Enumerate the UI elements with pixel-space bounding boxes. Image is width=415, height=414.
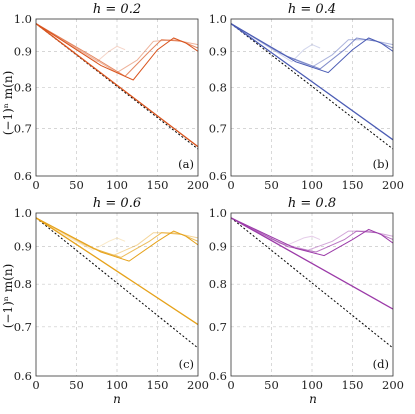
- revival-curve-2: [36, 23, 198, 74]
- plot-area: [231, 217, 393, 349]
- reference-line: [231, 217, 393, 349]
- plot-area: [36, 217, 198, 349]
- revival-curve-2: [231, 217, 393, 251]
- x-tick-label: 150: [147, 178, 169, 192]
- x-tick-label: 0: [227, 378, 234, 392]
- x-tick-label: 150: [147, 378, 169, 392]
- y-tick-label: 0.6: [209, 169, 227, 183]
- y-tick-label: 0.9: [14, 240, 32, 254]
- panel-label: (b): [373, 157, 389, 171]
- axes-frame: [35, 212, 199, 377]
- main-decay-line: [231, 23, 393, 141]
- y-tick-label: 0.8: [14, 81, 32, 95]
- x-tick-label: 0: [227, 178, 234, 192]
- x-tick-label: 100: [301, 378, 323, 392]
- x-tick-label: 150: [342, 378, 364, 392]
- panel-label: (c): [179, 357, 194, 371]
- y-tick-label: 0.8: [14, 277, 32, 291]
- plot-area: [36, 23, 198, 150]
- panel-b: 0 50 100 150 200 0.6 0.7 0.8 0.9 1.0 h = 0.4 (b): [209, 2, 404, 192]
- axes-frame: [230, 212, 394, 377]
- y-tick-label: 0.9: [14, 44, 32, 58]
- x-tick-label: 50: [264, 178, 279, 192]
- panel-label: (d): [373, 357, 389, 371]
- revival-curve-1: [36, 217, 126, 251]
- panel-title: h = 0.6: [93, 196, 141, 211]
- axes-frame: [230, 18, 394, 177]
- y-tick-label: 1.0: [14, 12, 32, 26]
- x-tick-label: 200: [382, 178, 404, 192]
- x-tick-label: 50: [264, 378, 279, 392]
- y-tick-label: 1.0: [209, 12, 227, 26]
- y-tick-label: 0.6: [14, 169, 32, 183]
- panel-title: h = 0.2: [93, 2, 141, 17]
- x-tick-label: 50: [69, 178, 84, 192]
- panel-title: h = 0.8: [288, 196, 336, 211]
- panel-d: 0 50 100 150 200 0.6 0.7 0.8 0.9 1.0 h = 0.8 (d): [209, 196, 404, 392]
- y-tick-label: 0.6: [14, 369, 32, 383]
- revival-curve-2: [36, 217, 198, 257]
- axes-frame: [35, 18, 199, 177]
- x-tick-label: 0: [32, 178, 39, 192]
- plot-area: [231, 23, 393, 150]
- y-tick-label: 0.9: [209, 44, 227, 58]
- reference-line: [36, 217, 198, 349]
- y-tick-label: 1.0: [14, 206, 32, 220]
- y-tick-label: 0.6: [209, 369, 227, 383]
- y-tick-label: 0.7: [14, 122, 32, 136]
- y-tick-label: 0.7: [14, 320, 32, 334]
- x-tick-label: 200: [382, 378, 404, 392]
- panel-title: h = 0.4: [288, 2, 336, 17]
- revival-curve-4: [36, 23, 198, 81]
- y-tick-label: 0.9: [209, 240, 227, 254]
- y-tick-label: 1.0: [209, 206, 227, 220]
- panel-label: (a): [178, 157, 194, 171]
- revival-curve-4: [231, 23, 393, 74]
- revival-curve-4: [231, 217, 393, 257]
- y-tick-label: 0.8: [209, 81, 227, 95]
- y-tick-label: 0.7: [209, 320, 227, 334]
- y-axis-label-top: (−1)ⁿ m(n): [1, 71, 15, 136]
- panel-a: 0 50 100 150 200 0.6 0.7 0.8 0.9 1.0 h = 0.2 (a): [14, 2, 209, 192]
- x-tick-label: 200: [187, 378, 209, 392]
- x-axis-label-right: n: [309, 392, 317, 406]
- x-tick-label: 100: [106, 178, 128, 192]
- x-tick-label: 200: [187, 178, 209, 192]
- revival-curve-4: [36, 217, 198, 262]
- revival-curve-1: [231, 23, 321, 63]
- panel-c: 0 50 100 150 200 0.6 0.7 0.8 0.9 1.0 h = 0.6 (c): [14, 196, 209, 392]
- x-tick-label: 50: [69, 378, 84, 392]
- x-tick-label: 0: [32, 378, 39, 392]
- x-tick-label: 100: [301, 178, 323, 192]
- y-axis-label-bottom: (−1)ⁿ m(n): [1, 264, 15, 329]
- x-tick-label: 150: [342, 178, 364, 192]
- y-tick-label: 0.8: [209, 277, 227, 291]
- x-axis-label-left: n: [113, 392, 121, 406]
- main-decay-line: [231, 217, 393, 310]
- main-decay-line: [36, 217, 198, 326]
- revival-curve-1: [36, 23, 126, 63]
- y-tick-label: 0.7: [209, 122, 227, 136]
- main-decay-line: [36, 23, 198, 148]
- x-tick-label: 100: [106, 378, 128, 392]
